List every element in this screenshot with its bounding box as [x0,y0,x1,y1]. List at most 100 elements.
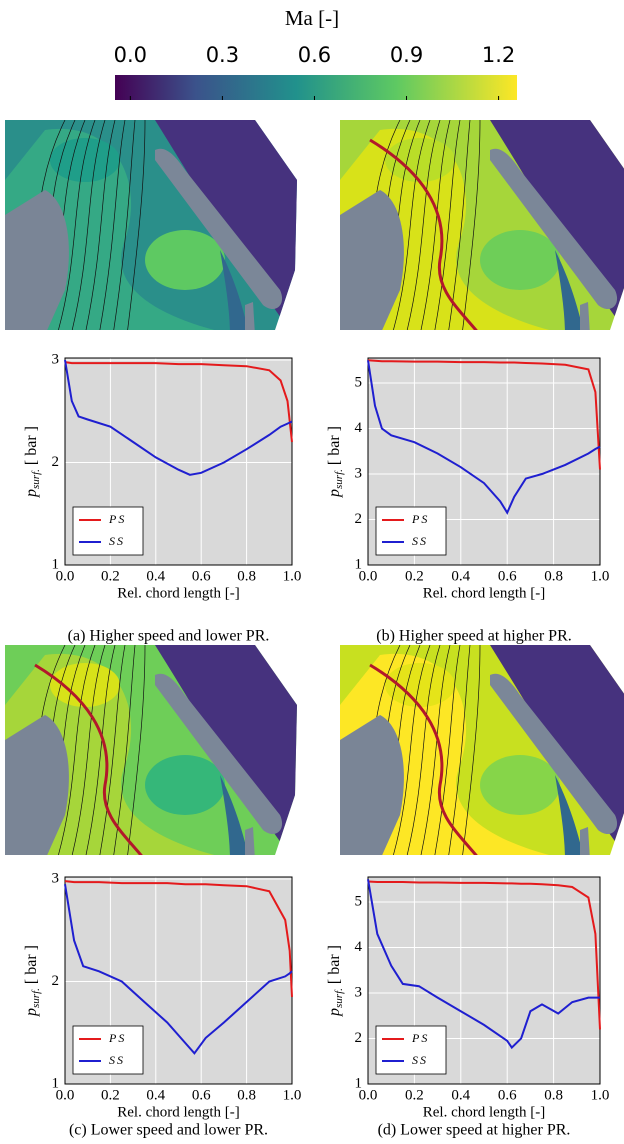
blade [155,148,283,310]
series-line [367,879,600,1050]
legend-label: PS [411,1031,429,1045]
contour [56,120,96,330]
blade [245,302,255,330]
y-label-unit: [ bar ] [23,426,40,465]
contour [433,645,461,855]
contour [461,120,481,330]
x-tick-label: 0.0 [359,1087,378,1103]
y-tick-label: 2 [355,511,363,527]
caption: (a) Higher speed and lower PR. [68,628,270,645]
x-tick-label: 1.0 [591,1087,610,1103]
legend-label: SS [412,534,428,548]
region [480,755,560,815]
x-tick-label: 0.4 [146,568,165,584]
colorbar [115,75,517,100]
y-axis-label: psurf. [ bar ] [326,945,345,1017]
region [145,230,225,290]
legend-label: PS [108,512,126,526]
colorbar-tick-label: 0.9 [390,43,423,67]
x-tick-label: 0.4 [451,1087,470,1103]
plot-frame [367,876,601,1085]
y-label-symbol: p [23,489,40,498]
legend-label: PS [108,1031,126,1045]
x-tick-label: 0.6 [192,568,211,584]
caption: (b) Higher speed at higher PR. [376,628,572,645]
legend-label: SS [109,534,125,548]
contour [433,120,461,330]
contour [126,120,146,330]
contour [126,645,146,855]
image-body [340,120,624,330]
contour [84,120,116,330]
contour [391,645,431,855]
x-tick-label: 0.2 [101,568,120,584]
flow-image [340,645,624,855]
y-tick-label: 3 [52,351,60,367]
low-mach [555,250,585,330]
x-axis-label: Rel. chord length [-] [117,585,239,601]
contour [98,120,126,330]
x-tick-label: 0.8 [544,568,563,584]
series-line [367,880,601,1030]
image-body [5,120,297,330]
x-tick-label: 1.0 [591,568,610,584]
blade [340,190,404,330]
region [145,755,225,815]
x-tick-label: 0.8 [544,1087,563,1103]
contour [112,645,136,855]
y-label-symbol: p [326,1008,343,1017]
y-tick-label: 2 [52,973,60,989]
series-line [64,880,293,997]
y-label-unit: [ bar ] [326,426,343,465]
blade [580,302,590,330]
colorbar-label: Ma [-] [285,6,339,30]
image-body [5,645,297,855]
blade [5,190,69,330]
colorbar-tick-label: 0.6 [298,43,331,67]
x-tick-label: 0.6 [498,1087,517,1103]
x-axis-label: Rel. chord length [-] [423,585,545,601]
y-tick-label: 3 [355,984,363,1000]
x-tick-label: 0.2 [101,1087,120,1103]
contour [391,120,431,330]
contour [56,645,96,855]
y-tick-label: 2 [52,454,60,470]
x-tick-label: 0.6 [498,568,517,584]
y-tick-label: 1 [355,1075,363,1091]
y-label-sub: surf. [30,469,42,489]
y-axis-label: psurf. [ bar ] [23,945,42,1017]
contour [405,645,441,855]
legend-label: SS [109,1053,125,1067]
flow-image [340,120,624,330]
low-mach [220,250,250,330]
y-tick-label: 1 [52,556,60,572]
x-tick-label: 0.0 [56,568,75,584]
legend-label: PS [411,512,429,526]
y-label-unit: [ bar ] [23,945,40,984]
series-line [367,359,601,470]
y-label-sub: surf. [333,988,345,1008]
y-tick-label: 5 [355,374,363,390]
blade [490,148,618,310]
y-label-symbol: p [23,1008,40,1017]
y-axis-label: psurf. [ bar ] [326,426,345,498]
y-tick-label: 1 [355,556,363,572]
low-mach [220,775,250,855]
x-tick-label: 0.8 [237,568,256,584]
low-mach [555,775,585,855]
x-axis-label: Rel. chord length [-] [423,1104,545,1120]
contour [447,120,471,330]
y-tick-label: 3 [355,465,363,481]
contour [461,645,481,855]
region [480,230,560,290]
x-tick-label: 0.4 [146,1087,165,1103]
series-line [367,360,601,515]
plot-frame [64,357,293,566]
series-line [64,884,293,1055]
y-tick-label: 4 [355,420,363,436]
blade [580,827,590,855]
legend-box [375,1025,447,1075]
y-tick-label: 4 [355,939,363,955]
sonic-line [34,663,147,855]
